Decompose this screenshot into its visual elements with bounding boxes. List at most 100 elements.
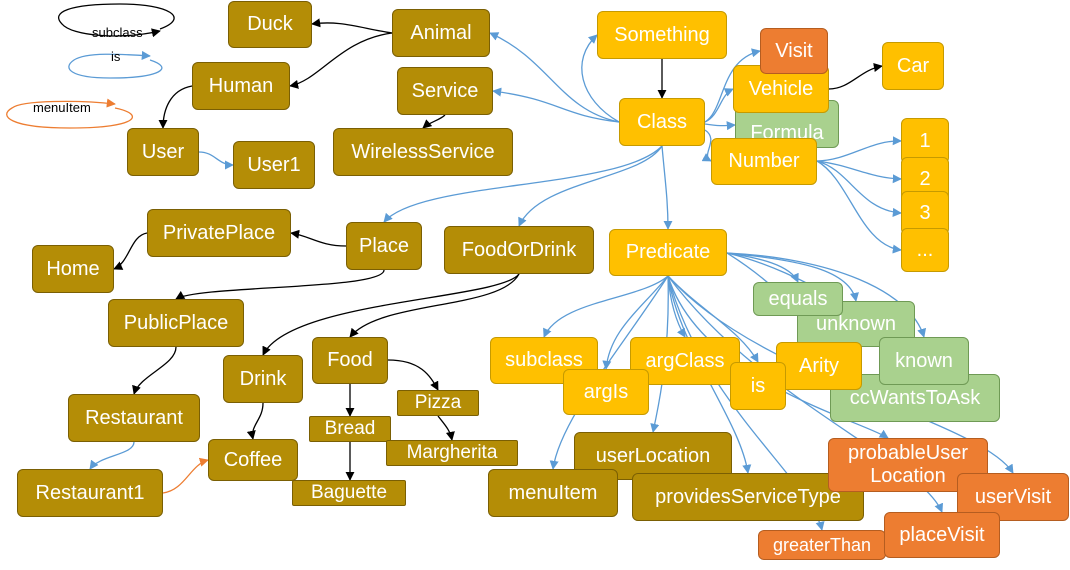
node-providesservicetype-label: providesServiceType	[655, 485, 841, 508]
node-menuitem[interactable]: menuItem	[488, 469, 618, 517]
node-home[interactable]: Home	[32, 245, 114, 293]
node-food[interactable]: Food	[312, 337, 388, 384]
node-argis-label: argIs	[583, 380, 629, 403]
edge-animal-human	[289, 32, 393, 89]
node-predicate-label: Predicate	[625, 241, 711, 263]
node-ccwantstoask-label: ccWantsToAsk	[849, 386, 981, 409]
edge-number-ellipsis	[816, 160, 902, 254]
legend-is-loop	[68, 50, 163, 79]
edge-class-predicate	[661, 145, 673, 230]
node-uservisit-label: userVisit	[974, 485, 1052, 508]
legend-subclass-loop	[57, 3, 175, 38]
edge-pizza-margherita	[437, 415, 455, 441]
node-probableuserlocation[interactable]: probableUser Location	[828, 438, 988, 492]
node-visit-label: Visit	[775, 39, 813, 62]
node-user1[interactable]: User1	[233, 141, 315, 189]
node-human-label: Human	[208, 74, 274, 97]
node-menuitem-label: menuItem	[508, 481, 598, 504]
node-place[interactable]: Place	[346, 222, 422, 270]
node-privateplace[interactable]: PrivatePlace	[147, 209, 291, 257]
node-number-1[interactable]: 1	[901, 118, 949, 164]
node-baguette-label: Baguette	[310, 482, 388, 504]
node-user[interactable]: User	[127, 128, 199, 176]
node-number-1-label: 1	[919, 129, 931, 152]
edge-privateplace-home	[113, 232, 148, 270]
node-service[interactable]: Service	[397, 67, 493, 115]
node-duck[interactable]: Duck	[228, 1, 312, 48]
node-subclass[interactable]: subclass	[490, 337, 598, 384]
edge-human-user	[158, 85, 193, 129]
node-providesservicetype[interactable]: providesServiceType	[632, 473, 864, 521]
node-publicplace-label: PublicPlace	[123, 311, 229, 334]
node-margherita-label: Margherita	[406, 442, 498, 464]
node-pizza-label: Pizza	[414, 392, 462, 414]
node-number-ellipsis-label: ...	[916, 238, 934, 261]
edge-predicate-subclass	[543, 275, 669, 338]
node-arity[interactable]: Arity	[776, 342, 862, 390]
edge-service-wireless	[422, 114, 446, 129]
edge-vehicle-car	[828, 62, 883, 90]
node-number-label: Number	[728, 150, 800, 172]
edge-user-user1	[198, 151, 234, 170]
node-greaterthan[interactable]: greaterThan	[758, 530, 886, 560]
node-wirelessservice[interactable]: WirelessService	[333, 128, 513, 176]
node-equals[interactable]: equals	[753, 282, 843, 316]
node-foodordrink[interactable]: FoodOrDrink	[444, 226, 594, 274]
node-known[interactable]: known	[879, 337, 969, 385]
node-coffee[interactable]: Coffee	[208, 439, 298, 481]
edge-restaurant-restaurant1	[89, 441, 135, 470]
node-unknown-label: unknown	[815, 312, 897, 335]
node-visit[interactable]: Visit	[760, 28, 828, 74]
node-car[interactable]: Car	[882, 42, 944, 90]
node-drink-label: Drink	[239, 367, 287, 390]
node-probableuserlocation-label: probableUser Location	[847, 442, 969, 487]
node-drink[interactable]: Drink	[223, 355, 303, 403]
node-placevisit[interactable]: placeVisit	[884, 512, 1000, 558]
node-service-label: Service	[411, 79, 479, 102]
node-restaurant1-label: Restaurant1	[35, 481, 145, 504]
node-publicplace[interactable]: PublicPlace	[108, 299, 244, 347]
edge-number-3	[816, 160, 902, 217]
node-something-label: Something	[614, 23, 710, 46]
node-car-label: Car	[896, 54, 930, 77]
node-animal[interactable]: Animal	[392, 9, 490, 57]
node-restaurant1[interactable]: Restaurant1	[17, 469, 163, 517]
edge-animal-duck	[311, 18, 393, 34]
node-human[interactable]: Human	[192, 62, 290, 110]
node-duck-label: Duck	[247, 13, 293, 35]
node-baguette[interactable]: Baguette	[292, 480, 406, 506]
node-number-3[interactable]: 3	[901, 191, 949, 235]
node-foodordrink-label: FoodOrDrink	[461, 238, 577, 261]
node-restaurant[interactable]: Restaurant	[68, 394, 200, 442]
edge-predicate-argis	[602, 275, 669, 370]
edge-foodordrink-food	[349, 273, 520, 338]
legend-menuitem-loop	[6, 98, 134, 129]
node-number[interactable]: Number	[711, 138, 817, 185]
node-argis[interactable]: argIs	[563, 369, 649, 415]
edge-number-2	[816, 160, 902, 184]
node-animal-label: Animal	[410, 21, 472, 44]
node-userlocation-label: userLocation	[595, 444, 711, 467]
node-placevisit-label: placeVisit	[899, 523, 985, 546]
node-something[interactable]: Something	[597, 11, 727, 59]
node-margherita[interactable]: Margherita	[386, 440, 518, 466]
node-predicate[interactable]: Predicate	[609, 229, 727, 276]
node-class[interactable]: Class	[619, 98, 705, 146]
edge-class-number	[701, 129, 712, 162]
edge-class-place	[383, 145, 663, 223]
node-place-label: Place	[358, 234, 410, 257]
node-bread[interactable]: Bread	[309, 416, 391, 442]
edge-food-pizza	[387, 359, 439, 391]
node-class-label: Class	[636, 110, 687, 133]
edge-publicplace-restaurant	[132, 346, 177, 395]
edge-class-animal	[489, 32, 620, 123]
node-arity-label: Arity	[799, 354, 839, 377]
edge-place-publicplace	[175, 269, 385, 300]
node-pizza[interactable]: Pizza	[397, 390, 479, 416]
node-is[interactable]: is	[730, 362, 786, 410]
edge-class-foodordrink	[518, 145, 663, 227]
node-equals-label: equals	[768, 287, 828, 310]
node-number-3-label: 3	[919, 201, 931, 224]
node-number-ellipsis[interactable]: ...	[901, 228, 949, 272]
